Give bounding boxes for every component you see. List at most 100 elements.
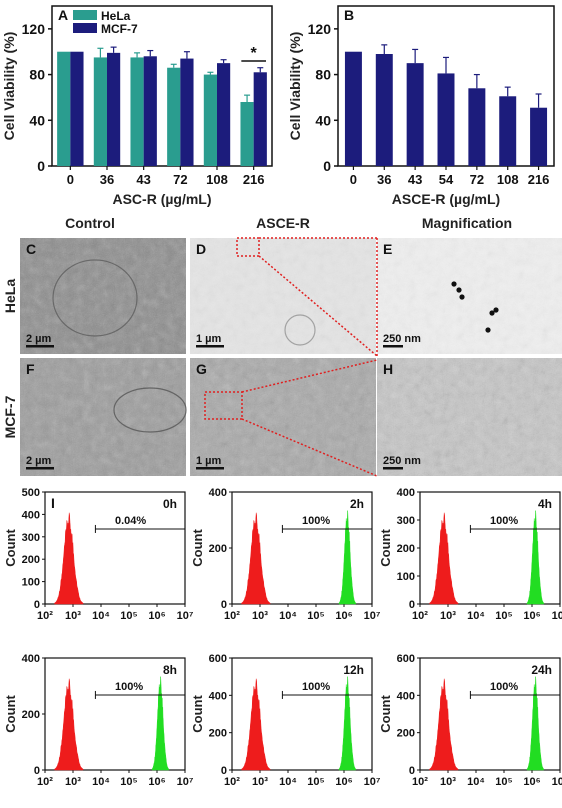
bar [217,63,231,167]
legend-label: MCF-7 [101,22,138,36]
bar [70,51,84,166]
x-tick-label: 10³ [440,610,456,622]
x-tick-label: 10⁴ [279,610,297,622]
gate-percent: 100% [302,515,330,527]
x-tick-label: 10⁶ [148,776,165,788]
y-tick-label: 0 [221,765,227,777]
x-tick-label: 10⁵ [307,776,324,788]
nanoparticle [485,327,491,333]
y-axis-label: Count [190,529,205,567]
x-tick-label: 43 [408,172,422,187]
panel-letter: A [58,7,68,23]
x-tick-label: 10² [412,610,428,622]
legend-label: HeLa [101,9,131,23]
x-tick-label: 10⁷ [552,776,562,788]
x-tick-label: 0 [67,172,74,187]
x-tick-label: 10⁴ [92,776,110,788]
time-label: 8h [163,663,177,677]
y-tick-label: 120 [308,21,332,37]
gate-percent: 100% [490,515,518,527]
em-grain [20,238,186,354]
scale-bar-label: 1 µm [196,333,222,345]
histogram [241,678,271,771]
histogram [54,678,84,771]
bar [203,74,217,166]
y-tick-label: 0 [409,765,415,777]
y-tick-label: 100 [397,571,415,583]
legend-swatch [73,10,97,20]
y-tick-label: 200 [22,709,40,721]
y-tick-label: 0 [323,158,331,174]
bar [344,51,362,166]
x-tick-label: 10² [37,610,53,622]
bar [406,63,424,167]
flow-plot: 0 100 200 300 400 500 10² 10³ 10⁴ 10⁵ 10⁶ 10⁷ Count 0… [3,487,194,622]
scale-bar [383,467,403,470]
histogram [526,676,545,771]
em-image: C 2 µm [20,238,186,354]
flow-plot: 0 200 400 600 10² 10³ 10⁴ 10⁵ 10⁶ 10⁷ Count 100% 12h [190,653,381,788]
x-tick-label: 10³ [252,610,268,622]
histogram [241,512,271,605]
x-tick-label: 216 [243,172,265,187]
panel-letter: I [51,495,55,511]
nucleus-outline [113,387,187,433]
em-image: D 1 µm [190,238,376,354]
em-letter: E [383,241,392,257]
y-tick-label: 0 [37,158,45,174]
time-label: 0h [163,497,177,511]
histogram [429,678,459,771]
gate-percent: 0.04% [115,515,146,527]
x-tick-label: 10³ [65,610,81,622]
x-tick-label: 10³ [440,776,456,788]
bar [240,102,254,166]
nanoparticle [459,294,465,300]
x-axis-label: ASCE-R (µg/mL) [392,191,500,207]
y-axis-label: Cell Viability (%) [287,32,303,141]
chart-b: 0 40 80 120 Cell Viability (%) ASCE-R (µg/mL)… [287,5,555,207]
y-tick-label: 80 [29,67,45,83]
x-tick-label: 0 [350,172,357,187]
em-letter: H [383,361,393,377]
x-tick-label: 10³ [252,776,268,788]
em-row-label: MCF-7 [2,395,18,438]
em-image: H 250 nm [377,358,562,476]
gate-percent: 100% [490,681,518,693]
y-tick-label: 0 [409,599,415,611]
em-column-title: Magnification [422,215,512,231]
histogram [338,676,357,771]
x-tick-label: 10⁶ [335,610,352,622]
y-tick-label: 400 [397,487,415,499]
y-tick-label: 80 [315,67,331,83]
x-tick-label: 10⁴ [467,776,485,788]
x-tick-label: 10⁵ [495,776,512,788]
scale-bar-label: 2 µm [26,333,52,345]
y-tick-label: 40 [29,112,45,128]
bar [468,88,486,166]
flow-plot: 0 100 200 300 400 10² 10³ 10⁴ 10⁵ 10⁶ 10⁷ Count 100%… [378,487,562,622]
bar [180,58,194,167]
chart-a: 0 40 80 120 Cell Viability (%) ASC-R (µg/mL) 0… [1,5,273,207]
x-axis-label: ASC-R (µg/mL) [112,191,211,207]
x-tick-label: 108 [206,172,228,187]
x-tick-label: 10⁵ [307,610,324,622]
x-tick-label: 10⁷ [552,610,562,622]
y-tick-label: 40 [315,112,331,128]
x-tick-label: 72 [173,172,187,187]
y-tick-label: 0 [34,599,40,611]
magnify-line [241,418,378,477]
plot-frame [419,657,561,771]
x-tick-label: 54 [439,172,454,187]
nucleus-outline [52,259,138,337]
time-label: 4h [538,497,552,511]
y-tick-label: 400 [209,487,227,499]
x-tick-label: 10⁷ [364,776,381,788]
histogram [151,676,170,771]
flow-plot: 0 200 400 10² 10³ 10⁴ 10⁵ 10⁶ 10⁷ Count 100% 8h [3,653,194,788]
y-tick-label: 200 [209,543,227,555]
bar [93,57,107,166]
flow-plot: 0 200 400 600 10² 10³ 10⁴ 10⁵ 10⁶ 10⁷ Count 100% 24h [378,653,562,788]
bar [167,67,181,166]
